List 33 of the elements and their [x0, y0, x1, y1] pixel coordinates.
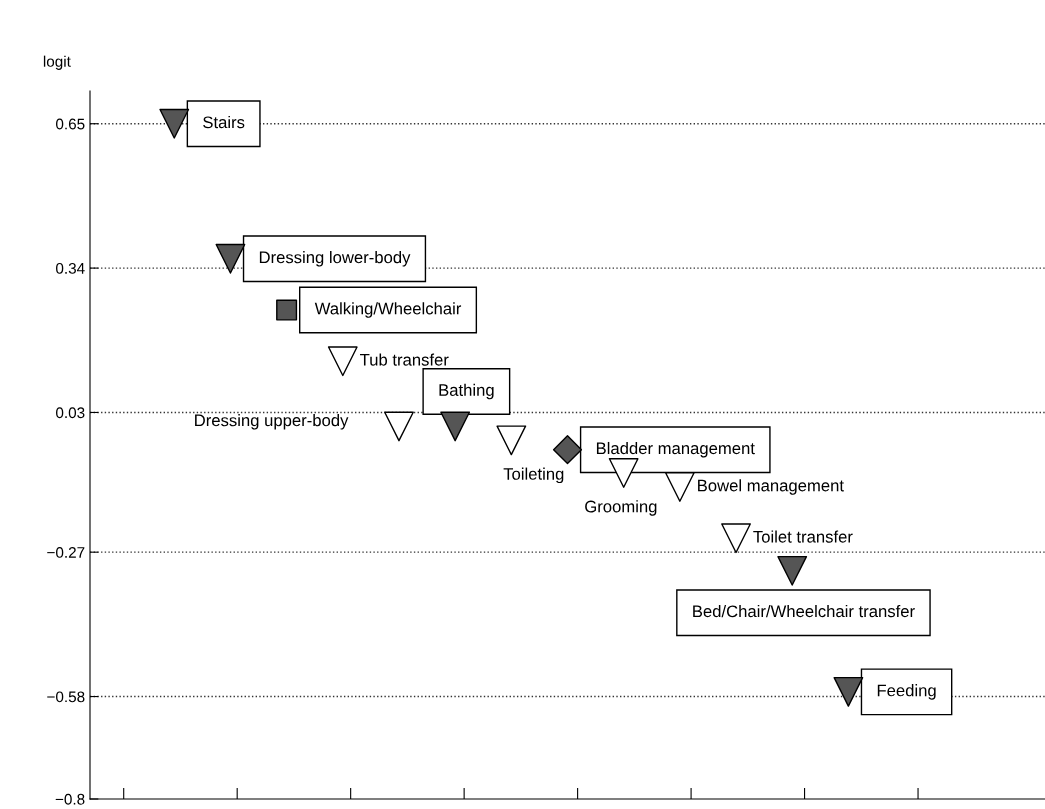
annotation: Dressing upper-body	[195, 414, 349, 430]
annotation: Bladder management	[596, 441, 755, 458]
point	[721, 523, 751, 554]
point	[440, 411, 471, 442]
y-tick-label: −0.8	[55, 793, 85, 805]
annotation: Bed/Chair/Wheelchair transfer	[693, 604, 915, 618]
annotation: Feeding	[877, 684, 936, 700]
point	[215, 243, 246, 274]
annotation: Grooming	[585, 500, 657, 516]
point	[664, 472, 695, 502]
point	[159, 108, 190, 139]
annotation: Toilet transfer	[753, 530, 853, 543]
annotation: Toileting	[503, 467, 564, 484]
y-axis-title: logit	[43, 55, 71, 70]
point	[384, 411, 414, 442]
point	[777, 555, 808, 586]
annotation: Dressing lower-body	[259, 251, 411, 267]
y-tick-label: 0.65	[56, 118, 85, 130]
annotation: Stairs	[203, 115, 245, 129]
point	[552, 435, 583, 465]
point	[496, 425, 527, 456]
y-tick-label: −0.58	[47, 691, 85, 703]
annotation: Walking/Wheelchair	[314, 302, 462, 318]
annotation: Bowel management	[698, 479, 844, 495]
y-tick-label: 0.03	[56, 407, 85, 419]
y-tick-label: −0.27	[47, 547, 85, 558]
point	[327, 346, 358, 377]
point	[833, 676, 864, 707]
annotation: Bathing	[439, 383, 494, 400]
point	[608, 458, 639, 488]
y-tick-label: 0.34	[56, 262, 85, 274]
annotation: Tub transfer	[360, 353, 449, 366]
point	[276, 299, 298, 321]
